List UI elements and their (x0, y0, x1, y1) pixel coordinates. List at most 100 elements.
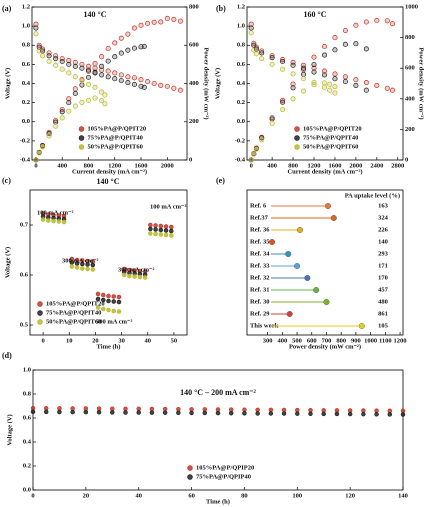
data-point (153, 223, 158, 228)
data-point (127, 273, 132, 279)
power-point (332, 35, 338, 41)
data-point (158, 227, 164, 233)
voltage-point (125, 79, 131, 86)
x-tick-label: 2400 (370, 162, 383, 169)
power-point (321, 43, 328, 50)
data-point (169, 224, 174, 230)
power-point (363, 19, 369, 25)
annotation: 500 mA cm⁻² (96, 318, 132, 325)
power-point (92, 61, 98, 67)
lollipop-head (285, 250, 292, 257)
chart-title: 140 °C (84, 10, 107, 19)
voltage-point (46, 53, 52, 59)
annotation: 100 mA cm⁻² (150, 203, 186, 210)
y-axis-label: Voltage (V) (4, 247, 11, 278)
voltage-point (33, 25, 39, 31)
data-point (215, 410, 221, 416)
data-point (242, 407, 247, 412)
power-point (300, 88, 307, 94)
power-point (374, 17, 380, 24)
x-tick-label: 800 (288, 162, 298, 169)
data-point (148, 226, 153, 232)
power-point (164, 15, 170, 22)
y-tick-label: 1.0 (23, 366, 31, 373)
data-point (162, 406, 168, 412)
voltage-point (99, 67, 105, 73)
lollipop-head (269, 238, 276, 245)
y-tick-label: 0.6 (23, 414, 32, 421)
power-point (53, 117, 59, 123)
y-tick-label: 0.4 (237, 80, 246, 87)
data-point (111, 294, 116, 299)
data-point (74, 265, 80, 270)
data-point (176, 410, 181, 416)
power-point (118, 35, 124, 41)
power-point (311, 54, 317, 60)
data-point (57, 406, 62, 411)
data-point (153, 231, 158, 237)
x-tick-label: 400 (267, 162, 277, 169)
voltage-point (85, 81, 92, 88)
data-point (149, 406, 155, 412)
y-tick-label: -0.4 (235, 156, 246, 163)
legend-marker (37, 319, 43, 325)
data-point (56, 219, 62, 224)
voltage-point (171, 85, 177, 91)
voltage-point (72, 63, 78, 69)
category-label: Ref. 29 (250, 310, 270, 317)
data-point (46, 218, 51, 223)
x-tick-label: 80 (241, 492, 248, 499)
y-tick-label: 0.0 (237, 118, 245, 125)
power-point (112, 40, 118, 46)
y2-tick-label: 0 (405, 156, 408, 163)
y-tick-label: 0.5 (20, 321, 29, 328)
x-tick-label: 140 (398, 492, 408, 499)
data-point (30, 409, 36, 415)
category-label: Ref. 6 (250, 202, 267, 209)
data-point (281, 407, 287, 413)
data-point (387, 412, 393, 417)
data-point (158, 232, 164, 237)
data-point (116, 309, 122, 314)
voltage-point (321, 68, 328, 74)
y2-tick-label: 200 (405, 126, 415, 133)
y2-tick-label: 1000 (405, 3, 418, 10)
data-point (136, 406, 141, 412)
power-point (363, 46, 369, 52)
data-point (347, 411, 353, 417)
voltage-point (85, 63, 92, 69)
y-axis-label: Voltage (V) (6, 414, 13, 445)
power-point (125, 47, 131, 53)
power-point (342, 41, 348, 47)
data-point (176, 406, 181, 412)
voltage-point (280, 58, 286, 65)
data-point (111, 299, 116, 304)
voltage-point (389, 87, 396, 93)
data-point (321, 408, 326, 413)
x-tick-label: 50 (171, 337, 178, 344)
x-tick-label: 1200 (308, 162, 321, 169)
voltage-point (332, 76, 338, 82)
lollipop-head (324, 202, 331, 209)
power-point (125, 31, 131, 37)
data-point (40, 217, 46, 222)
power-point (141, 43, 147, 49)
power-point (105, 45, 111, 52)
power-point (353, 41, 359, 47)
voltage-point (251, 47, 257, 53)
y-tick-label: -0.2 (20, 137, 30, 144)
data-point (69, 264, 75, 269)
data-point (106, 307, 111, 313)
power-point (131, 25, 138, 31)
voltage-point (33, 21, 39, 27)
y-tick-label: 0.6 (22, 61, 31, 68)
data-point (334, 411, 340, 417)
voltage-point (177, 87, 183, 93)
x-axis-label: Time (h) (97, 343, 121, 350)
pa-uptake: 457 (378, 286, 389, 293)
data-point (132, 274, 137, 279)
y-tick-label: 0.0 (22, 118, 30, 125)
voltage-point (141, 84, 147, 90)
data-point (137, 274, 143, 280)
